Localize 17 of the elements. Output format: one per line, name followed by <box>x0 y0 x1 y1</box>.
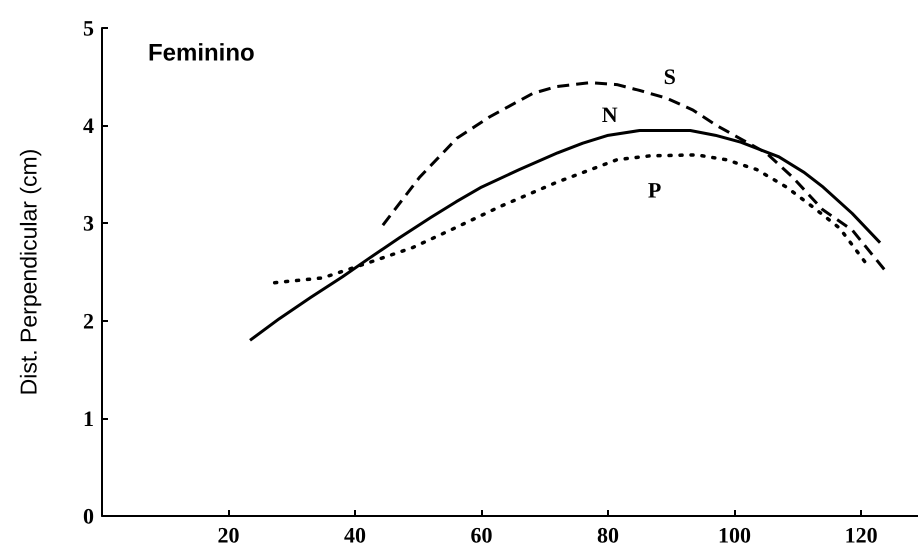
x-tick-label: 120 <box>844 522 878 548</box>
x-tick-label: 80 <box>597 522 620 548</box>
series-label: S <box>664 64 676 90</box>
x-tick-label: 60 <box>470 522 493 548</box>
y-tick-label: 3 <box>83 210 94 236</box>
text: Feminino <box>148 40 255 66</box>
y-tick-label: 5 <box>83 16 94 40</box>
y-axis-title: Dist. Perpendicular (cm) <box>16 148 42 396</box>
y-tick-label: 4 <box>83 113 94 138</box>
x-tick-label: 20 <box>218 522 240 548</box>
x-tick-label: 100 <box>718 522 752 548</box>
series-label: N <box>602 102 618 127</box>
y-tick-label: 0 <box>83 504 94 528</box>
y-tick-label: 2 <box>83 308 94 334</box>
x-tick-label: 40 <box>344 522 366 548</box>
y-tick-label: 1 <box>83 406 94 431</box>
series-label: P <box>648 177 662 202</box>
